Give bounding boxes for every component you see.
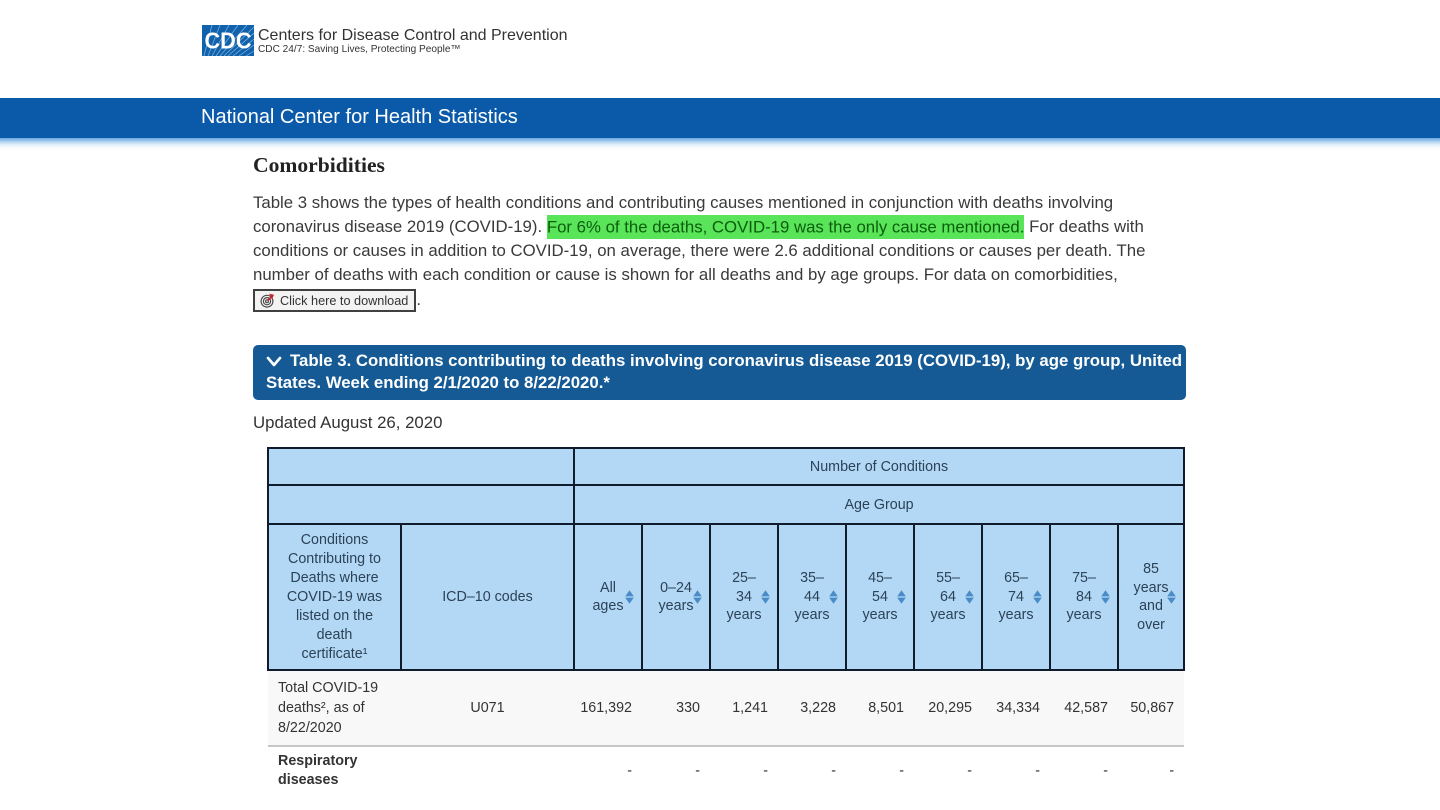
svg-text:CDC: CDC [205, 28, 252, 54]
